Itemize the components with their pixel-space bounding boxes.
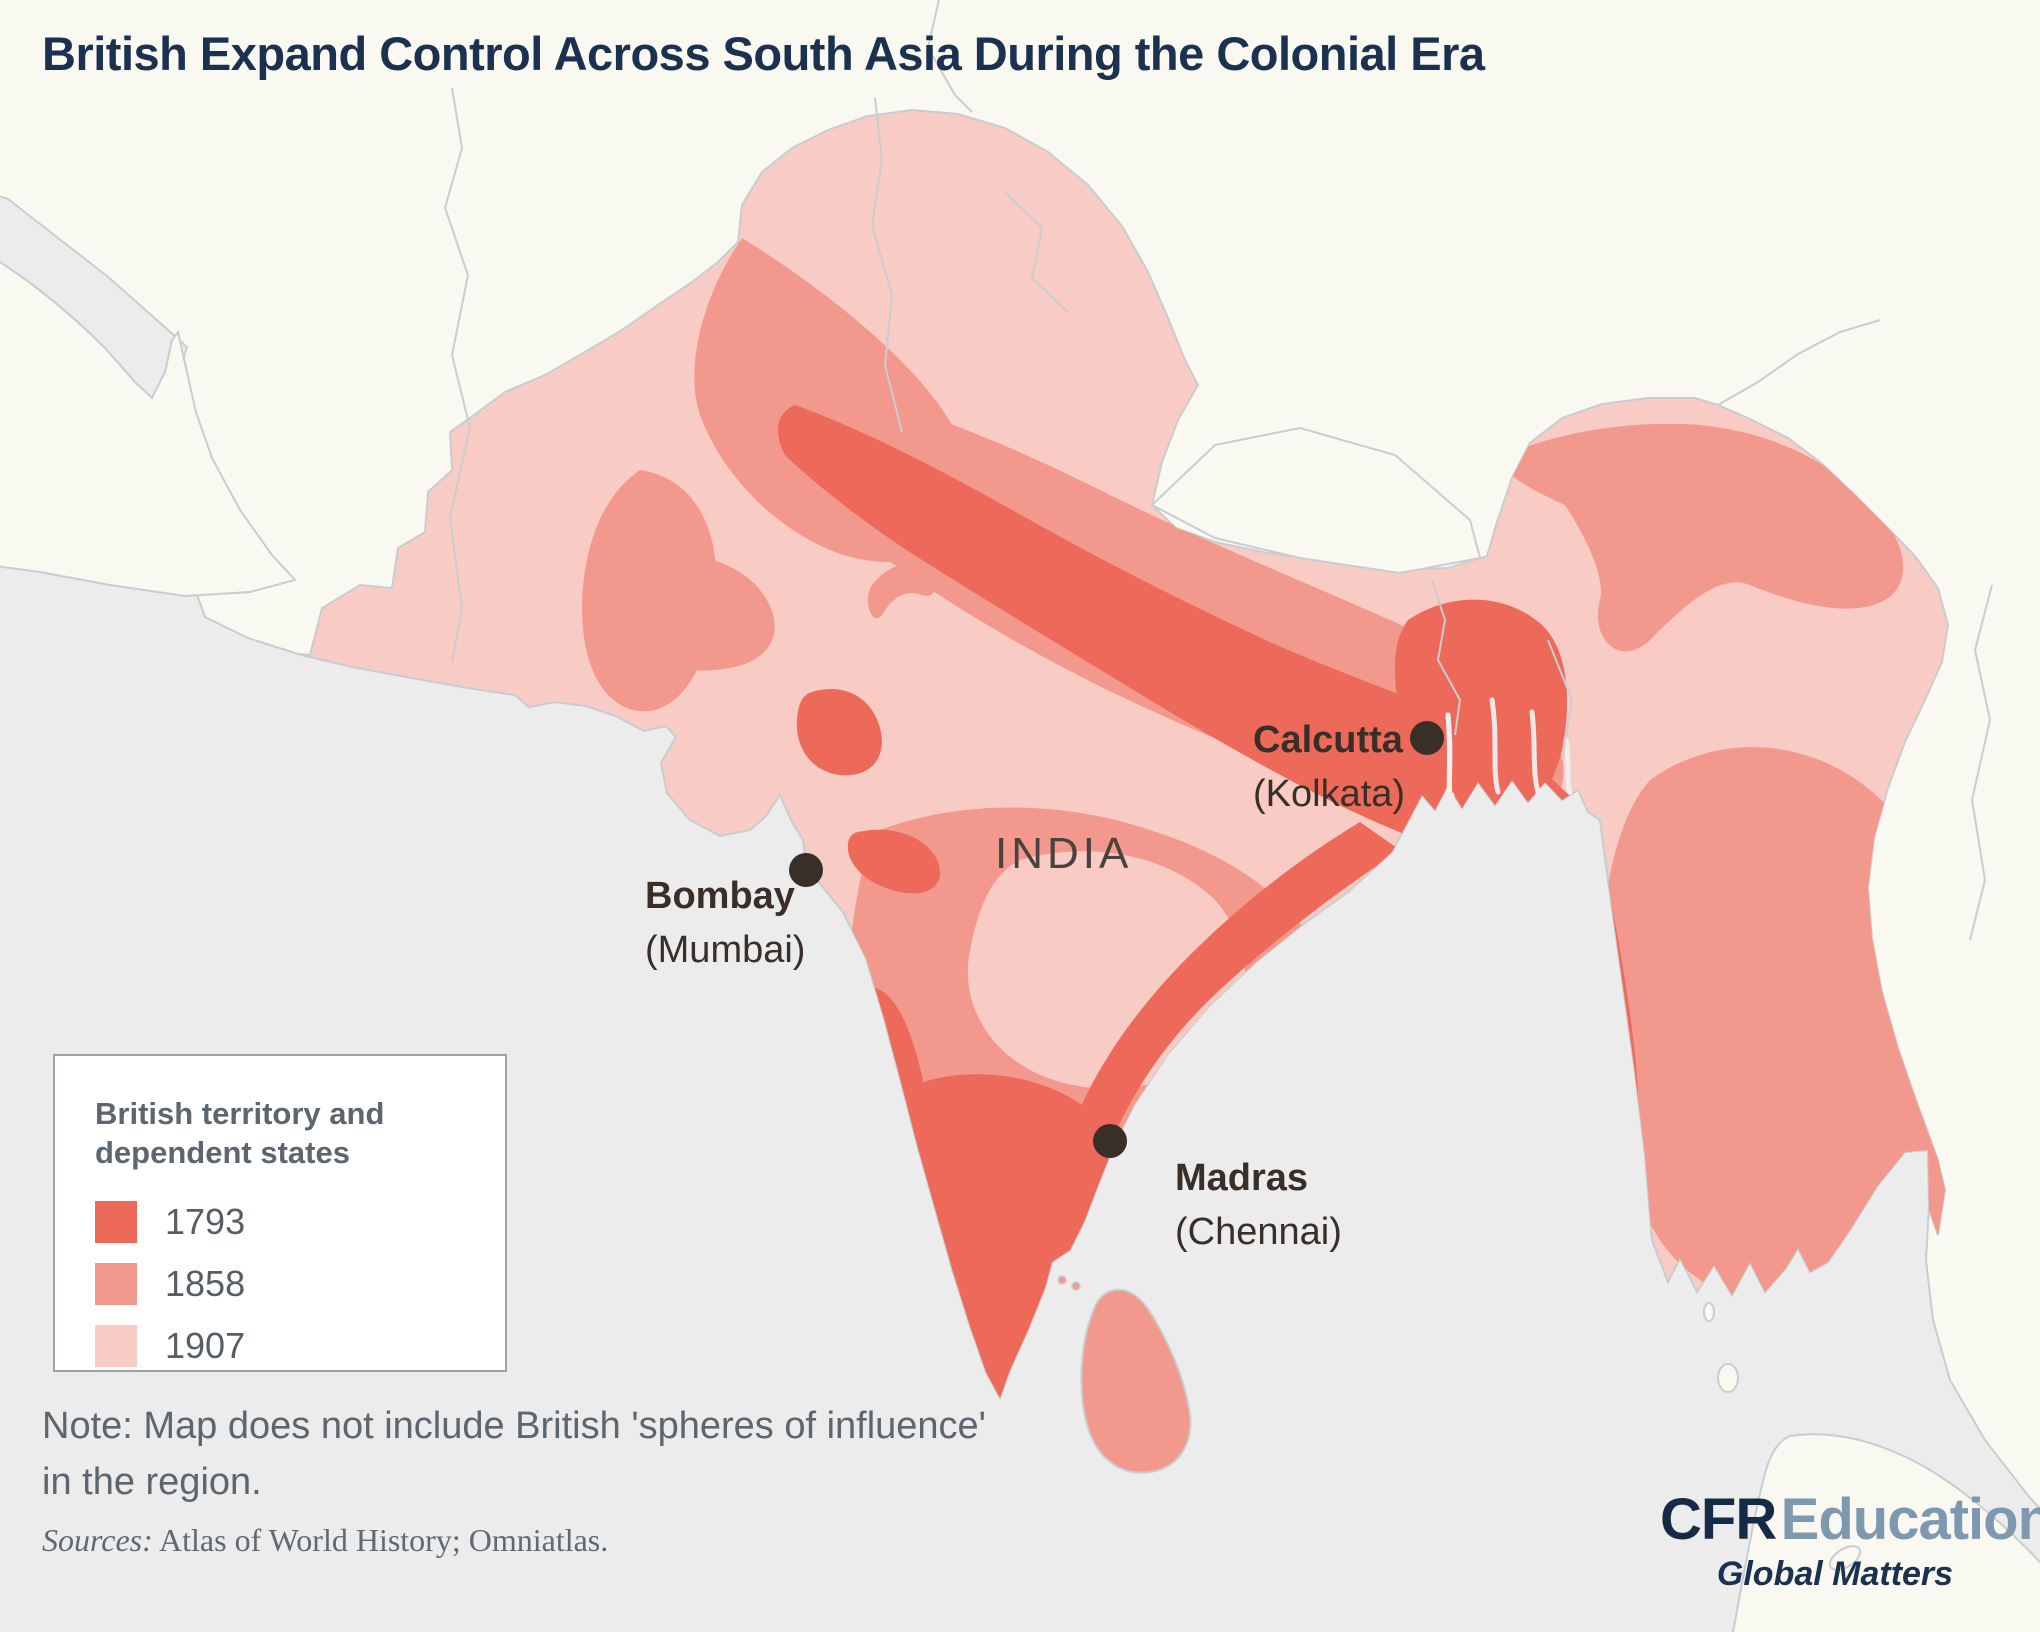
landmass-arabia (0, 260, 297, 598)
logo-tagline: Global Matters (1716, 1555, 1954, 1593)
legend-swatch-1793 (95, 1201, 137, 1243)
sources-label: Sources: (42, 1522, 153, 1558)
adams-bridge-islets (1057, 1275, 1081, 1291)
legend-year-1858: 1858 (165, 1263, 246, 1304)
label-calcutta-alt: (Kolkata) (1253, 773, 1405, 815)
label-bombay-alt: (Mumbai) (645, 929, 805, 971)
label-madras-alt: (Chennai) (1175, 1211, 1342, 1253)
page-title: British Expand Control Across South Asia… (42, 27, 1485, 80)
logo-cfr: CFR (1660, 1487, 1777, 1552)
island-sri-lanka (1080, 1288, 1192, 1474)
island-nias (1828, 1545, 1862, 1571)
city-dots (789, 721, 1444, 1158)
legend-swatch-1907 (95, 1325, 137, 1367)
label-calcutta: Calcutta (1253, 719, 1404, 761)
landmass-nepal (1150, 426, 1482, 575)
map-sources: Sources: Atlas of World History; Omniatl… (42, 1522, 608, 1559)
map-legend: British territory and dependent states 1… (53, 1054, 507, 1372)
island-small (1717, 1363, 1739, 1393)
landmass-sumatra (1732, 1433, 2040, 1632)
legend-year-1907: 1907 (165, 1325, 246, 1366)
logo-education: Education (1780, 1487, 2040, 1552)
label-madras: Madras (1175, 1157, 1308, 1199)
country-borders (443, 0, 1993, 941)
city-dot-bombay (789, 853, 823, 887)
delta-rivers (1445, 697, 1573, 801)
city-dot-calcutta (1410, 721, 1444, 755)
legend-title: British territory and dependent states (95, 1096, 385, 1170)
sources-text: Atlas of World History; Omniatlas. (152, 1522, 609, 1558)
label-india: INDIA (995, 829, 1132, 878)
legend-year-1793: 1793 (165, 1201, 246, 1242)
cfr-education-logo: CFR Education Global Matters (1660, 1486, 2040, 1594)
city-dot-madras (1093, 1124, 1127, 1158)
legend-item-1907: 1907 (95, 1324, 505, 1368)
map-note: Note: Map does not include British 'sphe… (42, 1405, 986, 1503)
label-bombay: Bombay (645, 875, 795, 917)
legend-item-1858: 1858 (95, 1262, 505, 1306)
legend-item-1793: 1793 (95, 1200, 505, 1244)
legend-swatch-1858 (95, 1263, 137, 1305)
